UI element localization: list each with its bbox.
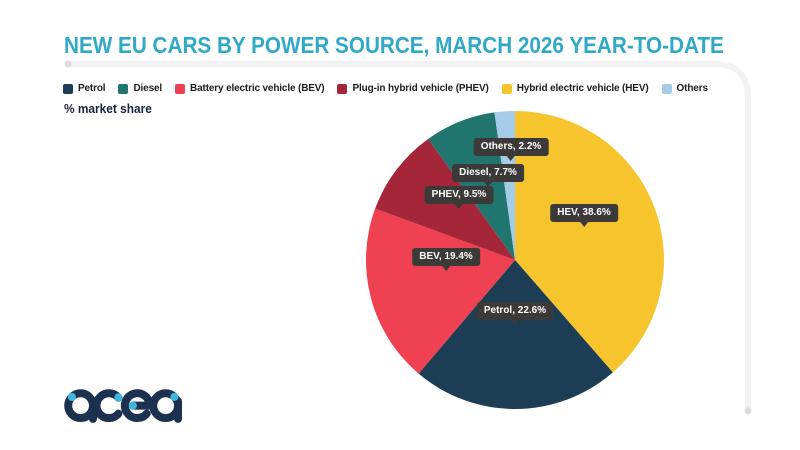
unit-label: % market share xyxy=(64,102,152,116)
slice-callout-petrol: Petrol, 22.6% xyxy=(476,302,554,320)
legend-swatch xyxy=(118,83,129,94)
slice-callout-phev: PHEV, 9.5% xyxy=(424,186,494,204)
legend-item-hybrid-electric-vehicle-hev: Hybrid electric vehicle (HEV) xyxy=(501,83,649,94)
pie-slice-hev xyxy=(515,111,664,373)
page-title: NEW EU CARS BY POWER SOURCE, MARCH 2026 … xyxy=(64,32,724,58)
legend-item-label: Plug-in hybrid vehicle (PHEV) xyxy=(352,83,489,94)
legend-item-plug-in-hybrid-vehicle-phev: Plug-in hybrid vehicle (PHEV) xyxy=(337,83,489,94)
legend-item-label: Hybrid electric vehicle (HEV) xyxy=(516,83,649,94)
pie-slice-petrol xyxy=(418,260,613,409)
legend-item-label: Petrol xyxy=(78,83,106,94)
frame-line-end-dot xyxy=(744,407,752,415)
legend-item-label: Others xyxy=(676,83,708,94)
slice-callout-diesel: Diesel, 7.7% xyxy=(452,164,524,182)
frame-line-path xyxy=(65,61,751,414)
acea-logo-letters xyxy=(64,389,183,423)
legend-item-petrol: Petrol xyxy=(63,83,106,94)
acea-logo-dots xyxy=(67,392,179,410)
acea-logo xyxy=(64,389,183,423)
slice-callout-bev: BEV, 19.4% xyxy=(412,248,480,266)
legend-swatch xyxy=(661,83,672,94)
legend-swatch xyxy=(337,83,348,94)
legend-swatch xyxy=(175,83,186,94)
legend-item-others: Others xyxy=(661,83,708,94)
legend-item-label: Diesel xyxy=(133,83,163,94)
slice-callout-hev: HEV, 38.6% xyxy=(550,204,618,222)
legend-item-battery-electric-vehicle-bev: Battery electric vehicle (BEV) xyxy=(175,83,325,94)
slice-callout-others: Others, 2.2% xyxy=(473,138,549,156)
frame-line-start-dot xyxy=(64,60,72,68)
chart-legend: Petrol Diesel Battery electric vehicle (BE… xyxy=(63,83,708,94)
legend-item-label: Battery electric vehicle (BEV) xyxy=(190,83,325,94)
legend-swatch xyxy=(501,83,512,94)
legend-swatch xyxy=(63,83,73,94)
legend-item-diesel: Diesel xyxy=(118,83,162,94)
